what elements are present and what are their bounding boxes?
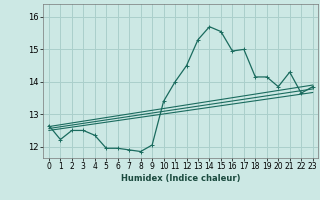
X-axis label: Humidex (Indice chaleur): Humidex (Indice chaleur): [121, 174, 241, 183]
